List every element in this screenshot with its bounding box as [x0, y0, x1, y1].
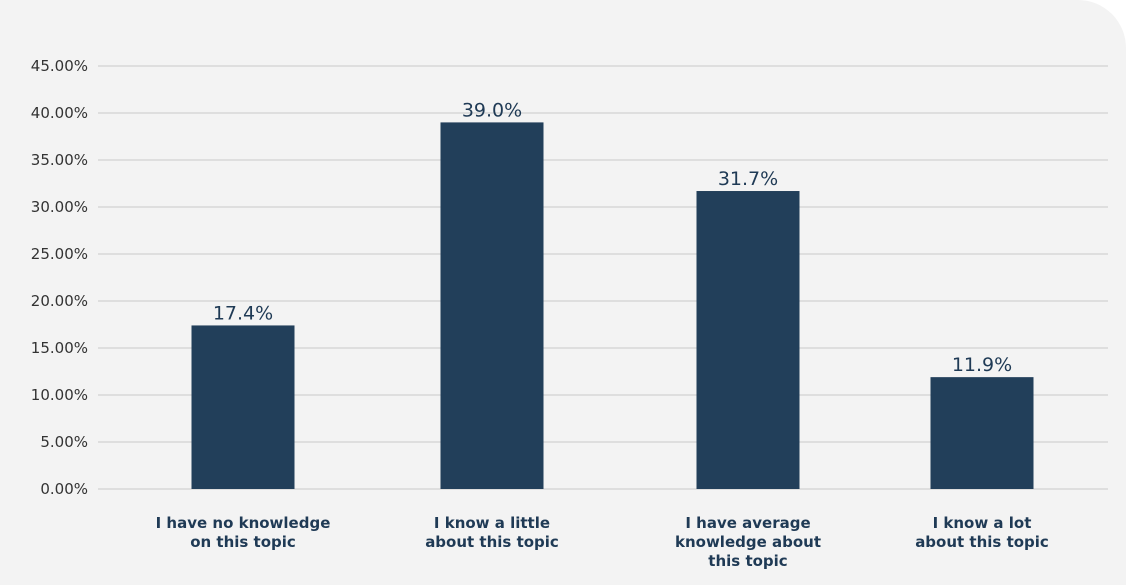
y-tick-label: 15.00%	[31, 339, 88, 357]
y-tick-label: 0.00%	[40, 480, 88, 498]
y-tick-label: 5.00%	[40, 433, 88, 451]
bar-value-label: 31.7%	[718, 168, 778, 190]
bar-value-label: 39.0%	[462, 99, 522, 121]
category-label: knowledge about	[675, 533, 821, 551]
y-tick-label: 20.00%	[31, 292, 88, 310]
category-label: I have no knowledge	[156, 514, 331, 532]
bar	[440, 122, 544, 490]
category-label: about this topic	[425, 533, 559, 551]
category-label: I know a little	[434, 514, 550, 532]
data-labels: 17.4% 39.0% 31.7% 11.9%	[213, 99, 1012, 376]
category-label: I have average	[685, 514, 810, 532]
y-tick-label: 45.00%	[31, 57, 88, 75]
bar	[191, 325, 295, 489]
y-axis-ticks: 0.00% 5.00% 10.00% 15.00% 20.00% 25.00% 30.00%…	[31, 57, 88, 498]
category-label: I know a lot	[933, 514, 1032, 532]
y-tick-label: 40.00%	[31, 104, 88, 122]
y-tick-label: 10.00%	[31, 386, 88, 404]
y-tick-label: 30.00%	[31, 198, 88, 216]
y-tick-label: 35.00%	[31, 151, 88, 169]
bar-value-label: 17.4%	[213, 302, 273, 324]
category-label: this topic	[708, 552, 787, 570]
category-label: on this topic	[190, 533, 296, 551]
bar	[696, 191, 800, 489]
bar	[930, 377, 1034, 489]
y-tick-label: 25.00%	[31, 245, 88, 263]
bar-value-label: 11.9%	[952, 354, 1012, 376]
bars	[191, 122, 1034, 490]
category-label: about this topic	[915, 533, 1049, 551]
